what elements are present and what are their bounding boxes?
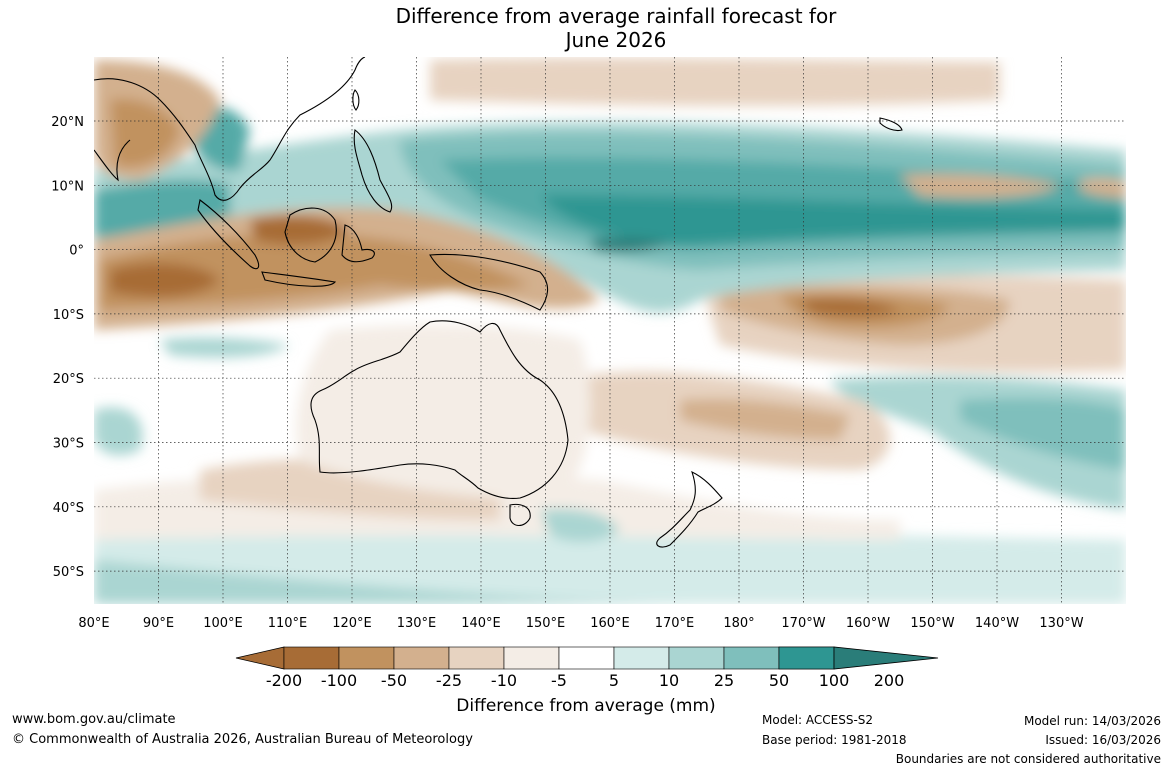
colorbar-tick-label: -200 [266, 671, 302, 690]
taiwan-coastline [352, 89, 360, 111]
colorbar-segment [668, 646, 725, 670]
longitude-label: 130°E [397, 616, 437, 631]
footer-url[interactable]: www.bom.gov.au/climate [12, 712, 176, 727]
longitude-label: 90°E [143, 616, 174, 631]
colorbar [235, 646, 939, 670]
colorbar-extend-low [235, 646, 285, 670]
latitude-label: 20°S [53, 372, 84, 387]
colorbar-segment [558, 646, 615, 670]
latitude-label: 40°S [53, 501, 84, 516]
colorbar-segment [393, 646, 450, 670]
asia-mainland-coastline [94, 57, 366, 201]
map-field [94, 57, 1126, 604]
footer-issued: Issued: 16/03/2026 [1045, 733, 1161, 747]
footer-model: Model: ACCESS-S2 [762, 713, 874, 727]
graticule [94, 57, 1126, 604]
coastlines [94, 57, 903, 548]
latitude-label: 0° [69, 244, 84, 259]
colorbar-segment [283, 646, 340, 670]
colorbar-segment [338, 646, 395, 670]
latitude-label: 30°S [53, 437, 84, 452]
colorbar-tick-label: 100 [819, 671, 850, 690]
colorbar-tick-label: -25 [436, 671, 462, 690]
new-guinea-coastline [429, 253, 549, 311]
title-line-1: Difference from average rainfall forecas… [395, 4, 837, 28]
longitude-label: 110°E [268, 616, 308, 631]
longitude-labels: 80°E 90°E 100°E 110°E 120°E 130°E 140°E 150°E 16… [78, 616, 1083, 631]
colorbar-tick-label: -10 [491, 671, 517, 690]
colorbar-extend-high [833, 646, 939, 670]
footer-disclaimer: Boundaries are not considered authoritat… [895, 752, 1161, 766]
footer-model-run: Model run: 14/03/2026 [1023, 714, 1161, 728]
australia-coastline [310, 320, 569, 499]
hawaii-coastline [879, 117, 903, 132]
colorbar-segment [613, 646, 670, 670]
longitude-label: 160°E [590, 616, 630, 631]
colorbar-tick-label: 5 [609, 671, 619, 690]
longitude-label: 140°W [975, 616, 1019, 631]
longitude-label: 100°E [203, 616, 243, 631]
longitude-label: 120°E [332, 616, 372, 631]
sulawesi-coastline [341, 224, 375, 263]
longitude-label: 170°W [781, 616, 825, 631]
colorbar-tick-label: 200 [874, 671, 905, 690]
sumatra-coastline [197, 199, 260, 270]
colorbar-tick-label: -50 [381, 671, 407, 690]
colorbar-tick-label: -100 [321, 671, 357, 690]
colorbar-tick-label: 50 [769, 671, 789, 690]
longitude-label: 140°E [461, 616, 501, 631]
title-line-2: June 2026 [565, 28, 667, 52]
longitude-label: 130°W [1039, 616, 1083, 631]
footer-copyright: © Commonwealth of Australia 2026, Austra… [12, 732, 473, 747]
longitude-label: 150°W [910, 616, 954, 631]
latitude-label: 10°N [51, 179, 84, 194]
longitude-label: 150°E [526, 616, 566, 631]
borneo-coastline [284, 207, 337, 263]
colorbar-tick-label: 25 [714, 671, 734, 690]
new-zealand-coastline [656, 470, 723, 548]
india-coastline [94, 139, 131, 182]
colorbar-segment [503, 646, 560, 670]
longitude-label: 160°W [846, 616, 890, 631]
java-coastline [261, 271, 337, 287]
footer-base-period: Base period: 1981-2018 [762, 733, 907, 747]
colorbar-segment [448, 646, 505, 670]
tasmania-coastline [509, 503, 531, 527]
colorbar-segment [723, 646, 780, 670]
longitude-label: 80°E [78, 616, 109, 631]
latitude-label: 20°N [51, 115, 84, 130]
philippines-coastline [353, 129, 393, 213]
map-title: Difference from average rainfall forecas… [0, 4, 1173, 52]
colorbar-tick-label: -5 [551, 671, 567, 690]
colorbar-segment [778, 646, 835, 670]
colorbar-ticks: -200 -100 -50 -25 -10 -5 5 10 25 50 100 200 [266, 671, 904, 690]
colorbar-tick-label: 10 [659, 671, 679, 690]
latitude-label: 50°S [53, 565, 84, 580]
latitude-labels: 20°N 10°N 0° 10°S 20°S 30°S 40°S 50°S [51, 115, 84, 580]
latitude-label: 10°S [53, 308, 84, 323]
longitude-label: 180° [723, 616, 754, 631]
longitude-label: 170°E [655, 616, 695, 631]
colorbar-label: Difference from average (mm) [456, 696, 716, 716]
